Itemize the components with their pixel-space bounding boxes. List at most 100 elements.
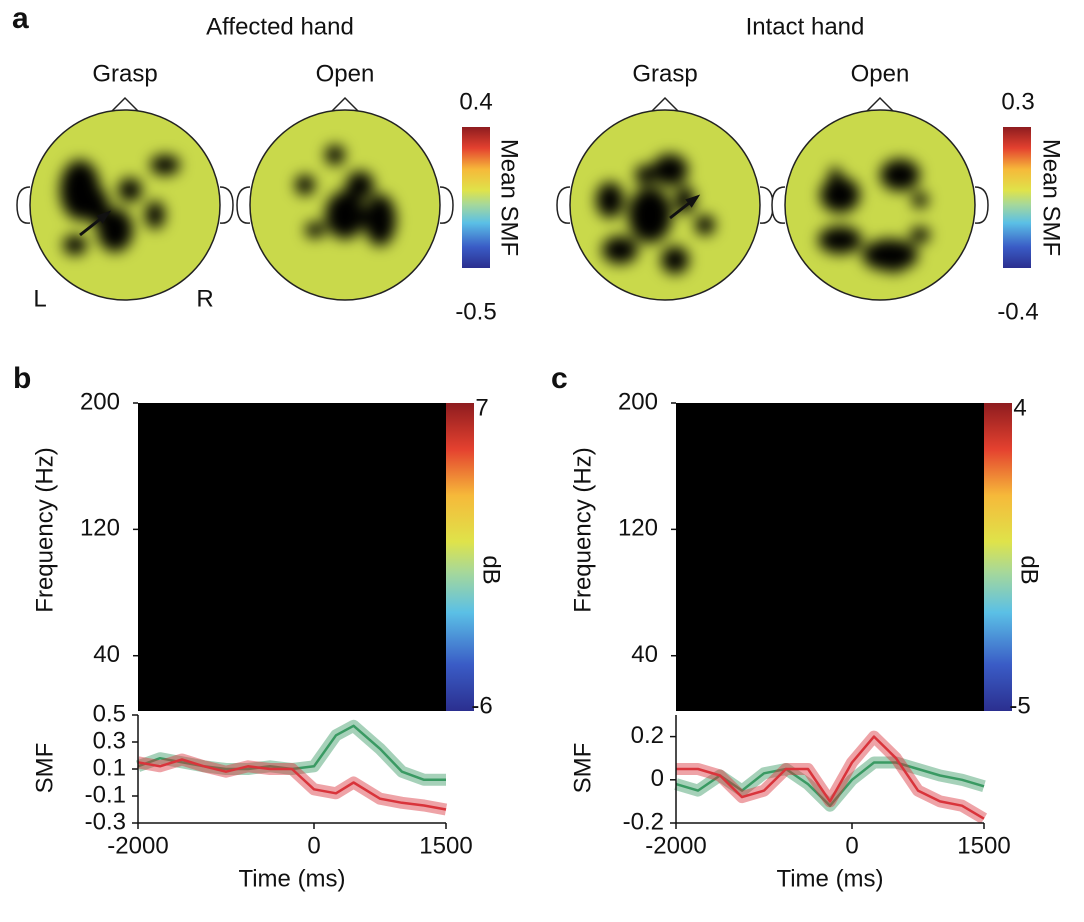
streak [787, 496, 813, 499]
streak [326, 472, 377, 477]
streak [723, 457, 793, 460]
streak [258, 507, 334, 511]
streak [842, 539, 878, 543]
streak [968, 476, 984, 481]
colorbar-min: -0.4 [997, 298, 1038, 325]
streak [296, 592, 354, 597]
streak [386, 653, 425, 657]
streak [815, 450, 860, 455]
streak [858, 470, 890, 475]
streak [700, 586, 745, 591]
streak [683, 591, 721, 595]
streak [257, 469, 330, 473]
streak [886, 479, 939, 484]
streak [271, 524, 298, 530]
streak [824, 548, 890, 552]
x-axis-title: Time (ms) [776, 865, 883, 892]
streak [358, 522, 375, 525]
streak [863, 519, 910, 524]
streak [799, 434, 858, 438]
streak [197, 682, 216, 687]
side-label: L [33, 285, 46, 312]
streak [259, 615, 322, 620]
streak [911, 539, 983, 543]
streak [238, 572, 269, 578]
streak [740, 470, 766, 475]
streak [156, 603, 212, 606]
blob [862, 239, 918, 271]
streak [161, 440, 230, 445]
streak [222, 503, 250, 508]
streak [701, 639, 724, 642]
streak [263, 692, 289, 697]
streak [303, 441, 354, 446]
x-tick-label: 1500 [419, 832, 472, 859]
streak [403, 684, 446, 689]
low-freq-blob [806, 666, 927, 683]
streak [313, 561, 381, 565]
streak [212, 412, 271, 416]
streak [238, 651, 291, 655]
streak [223, 406, 288, 411]
scalp-pattern [295, 145, 396, 246]
streak [413, 442, 433, 445]
streak [752, 492, 805, 495]
streak [177, 700, 195, 705]
streak [718, 557, 769, 560]
streak [822, 523, 852, 528]
streak [161, 469, 193, 475]
streak [295, 492, 350, 497]
streak [398, 707, 440, 711]
streak [222, 663, 279, 668]
streak [206, 486, 230, 491]
streak [408, 421, 440, 425]
low-freq-blob [851, 649, 932, 662]
streak [848, 601, 890, 606]
y-tick-label: 0.2 [631, 722, 664, 749]
streak [892, 500, 934, 505]
streak [398, 701, 419, 706]
streak [977, 574, 984, 579]
streak [322, 458, 355, 462]
streak [703, 705, 722, 710]
streak [754, 429, 808, 433]
streak [778, 628, 849, 632]
streak [330, 590, 372, 594]
streak [388, 596, 446, 599]
streak [739, 701, 794, 705]
streak [848, 443, 893, 448]
streak [954, 480, 984, 485]
streak [883, 544, 909, 548]
streak [897, 657, 972, 660]
streak [417, 478, 446, 483]
streak [914, 477, 947, 482]
streak [840, 545, 888, 548]
spectrogram [138, 403, 446, 711]
streak [185, 528, 208, 533]
streak [914, 494, 958, 498]
streak [272, 450, 321, 455]
streak [845, 598, 875, 604]
streak [819, 603, 865, 608]
streak [757, 616, 801, 620]
streak [925, 532, 975, 537]
streak [377, 474, 435, 479]
streak [865, 529, 923, 534]
streak [967, 524, 984, 528]
streak [937, 518, 984, 521]
streak [330, 619, 389, 624]
streak [197, 651, 268, 656]
streak [824, 418, 861, 423]
streak [964, 439, 984, 444]
streak [782, 530, 849, 533]
streak [256, 556, 286, 562]
streak [336, 444, 382, 450]
streak [903, 517, 966, 522]
streak [968, 523, 984, 526]
streak [423, 708, 446, 711]
streak [433, 674, 446, 678]
streak [971, 473, 984, 478]
scalp-blobs [596, 154, 715, 274]
streak [167, 415, 188, 418]
streak [355, 473, 372, 478]
